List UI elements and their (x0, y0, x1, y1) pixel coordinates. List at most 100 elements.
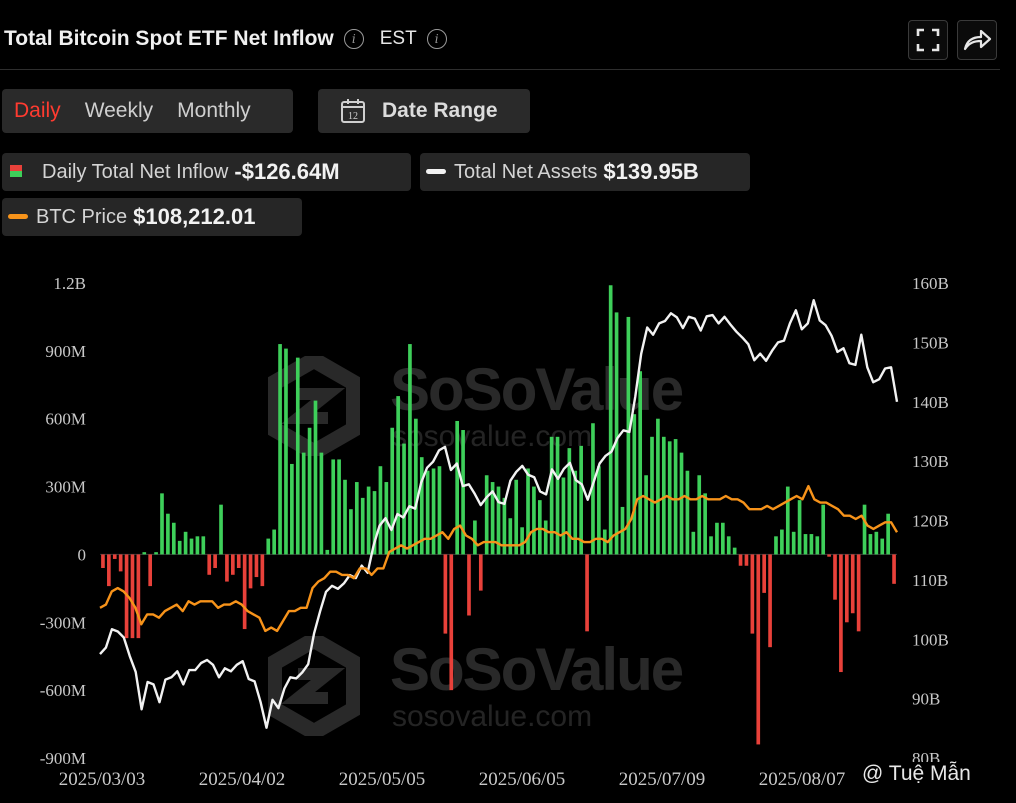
inflow-swatch-icon (10, 165, 22, 177)
inflow-bar (443, 554, 448, 634)
inflow-bar (195, 536, 200, 555)
inflow-bar (850, 554, 855, 614)
legend-inflow[interactable]: Daily Total Net Inflow -$126.64M (2, 153, 411, 191)
x-tick-label: 2025/03/03 (59, 769, 146, 790)
y-right-tick-label: 110B (912, 571, 948, 590)
inflow-bar (213, 554, 217, 568)
inflow-bar (254, 554, 259, 578)
fullscreen-button[interactable] (908, 20, 948, 60)
inflow-bar (785, 486, 790, 555)
info-icon[interactable]: i (343, 29, 364, 49)
inflow-bar (437, 466, 442, 555)
header-divider (0, 69, 1000, 70)
inflow-bar (597, 466, 601, 555)
inflow-bar (815, 536, 820, 555)
inflow-bar (685, 470, 690, 555)
legend-assets-label: Total Net Assets (454, 160, 598, 183)
x-tick-label: 2025/07/09 (619, 769, 706, 790)
inflow-bar (774, 536, 778, 555)
btc-price-line (99, 484, 899, 633)
x-tick-label: 2025/08/07 (759, 769, 846, 790)
inflow-bar (892, 554, 896, 584)
inflow-bar (520, 527, 524, 555)
inflow-bar (431, 468, 436, 555)
inflow-bar (372, 491, 377, 555)
inflow-bar (248, 554, 253, 589)
legend-price[interactable]: BTC Price $108,212.01 (2, 198, 302, 236)
inflow-bar (573, 470, 578, 555)
y-left-tick-label: -900M (40, 749, 86, 768)
tab-daily[interactable]: Daily (14, 99, 61, 122)
inflow-bar (691, 531, 696, 555)
x-tick-label: 2025/04/02 (199, 769, 286, 790)
inflow-bar (791, 531, 796, 555)
svg-text:12: 12 (348, 111, 358, 122)
legend-assets[interactable]: Total Net Assets $139.95B (420, 153, 750, 191)
inflow-bar (502, 497, 507, 555)
y-left-tick-label: 900M (45, 342, 86, 361)
y-right-tick-label: 130B (912, 452, 949, 471)
inflow-bar (862, 504, 867, 555)
inflow-bar (744, 554, 749, 566)
date-range-button[interactable]: 12 Date Range (318, 89, 530, 133)
inflow-bar (154, 552, 158, 555)
inflow-bar (118, 554, 123, 572)
inflow-bar (295, 357, 300, 555)
inflow-bar (319, 452, 324, 555)
sosovalue-logo-watermark-bottom (268, 636, 360, 736)
x-tick-label: 2025/05/05 (339, 769, 426, 790)
inflow-bar (508, 518, 513, 555)
timezone-label: EST (379, 28, 417, 49)
inflow-bar (136, 554, 141, 639)
price-line-icon (8, 214, 28, 219)
x-tick-label: 2025/06/05 (479, 769, 566, 790)
inflow-bar (313, 400, 318, 555)
inflow-bar (478, 554, 483, 591)
inflow-bar (242, 554, 247, 630)
inflow-bar (762, 554, 766, 593)
inflow-bar (886, 513, 890, 555)
legend-price-value: $108,212.01 (133, 204, 256, 229)
inflow-bar (833, 554, 837, 600)
page-title: Total Bitcoin Spot ETF Net Inflow (4, 27, 334, 50)
y-right-tick-label: 140B (912, 393, 949, 412)
inflow-bar (614, 312, 619, 555)
inflow-bar (638, 371, 643, 555)
y-right-tick-label: 120B (912, 512, 949, 531)
inflow-bar (408, 344, 412, 555)
inflow-bar (278, 344, 282, 555)
inflow-bar (496, 486, 501, 555)
inflow-bar (360, 497, 365, 555)
inflow-bar (414, 418, 418, 555)
inflow-bar (721, 522, 725, 555)
y-left-tick-label: 0 (78, 545, 87, 564)
inflow-bar (260, 554, 265, 587)
inflow-bar (874, 531, 879, 555)
y-left-tick-label: 600M (45, 410, 86, 429)
inflow-bar (467, 554, 471, 616)
inflow-bar (726, 536, 731, 555)
tab-monthly[interactable]: Monthly (177, 99, 251, 122)
inflow-bar (661, 436, 666, 555)
share-icon (963, 29, 992, 51)
inflow-bar (225, 554, 229, 582)
inflow-bar (166, 513, 170, 555)
inflow-bar (715, 522, 719, 555)
tab-weekly[interactable]: Weekly (84, 99, 154, 122)
timezone-info-icon[interactable]: i (426, 29, 447, 49)
legend-assets-value: $139.95B (603, 159, 699, 184)
watermark-url-bottom: sosovalue.com (392, 700, 593, 733)
inflow-bar (331, 459, 336, 555)
y-left-tick-label: 300M (45, 478, 86, 497)
inflow-bar (679, 452, 684, 555)
inflow-bar (189, 538, 194, 555)
calendar-icon: 12 (341, 99, 365, 123)
inflow-bar (337, 459, 341, 555)
share-button[interactable] (957, 20, 997, 60)
inflow-bar (591, 423, 595, 555)
inflow-bar (821, 504, 826, 555)
legend-price-label: BTC Price (36, 205, 128, 228)
inflow-bar (756, 554, 761, 745)
inflow-bar (549, 436, 554, 555)
inflow-bar (880, 538, 885, 555)
